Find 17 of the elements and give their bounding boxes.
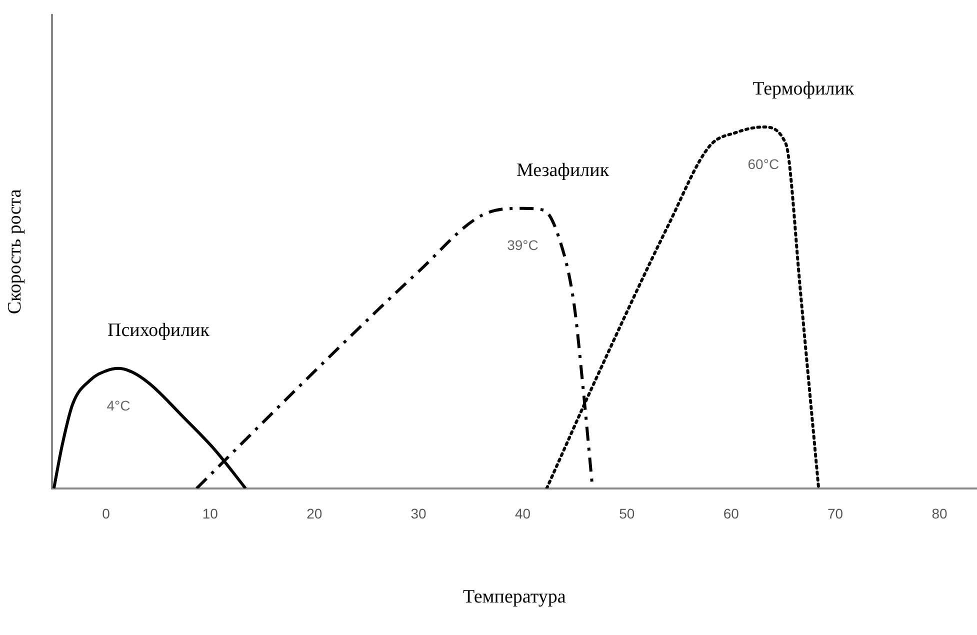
annotation: 4°C — [106, 397, 130, 414]
x-tick-label: 40 — [514, 506, 531, 522]
x-tick-label: 0 — [102, 506, 110, 522]
series-label: Мезафилик — [516, 160, 610, 181]
x-tick-label: 60 — [723, 506, 740, 522]
x-axis-title: Температура — [462, 586, 566, 608]
series-label: Психофилик — [107, 320, 210, 341]
y-axis-title: Скорость роста — [4, 188, 26, 314]
annotation: 39°C — [507, 237, 538, 254]
series-label: Термофилик — [752, 78, 855, 100]
x-tick-label: 70 — [828, 506, 844, 522]
x-tick-label: 20 — [306, 506, 322, 522]
x-tick-label: 30 — [410, 506, 427, 522]
x-tick-label: 10 — [202, 506, 218, 522]
x-tick-label: 80 — [932, 506, 948, 522]
x-tick-label: 50 — [619, 506, 635, 522]
annotation: 60°C — [748, 156, 780, 172]
